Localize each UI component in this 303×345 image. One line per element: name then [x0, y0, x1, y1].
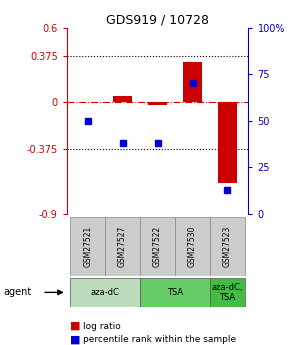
Bar: [113, 96, 132, 102]
Bar: [210, 217, 245, 276]
Bar: [210, 278, 245, 307]
Text: GSM27523: GSM27523: [223, 226, 232, 267]
Bar: [183, 62, 202, 102]
Text: percentile rank within the sample: percentile rank within the sample: [83, 335, 236, 344]
Bar: [70, 217, 105, 276]
Bar: [175, 217, 210, 276]
Text: GSM27521: GSM27521: [83, 226, 92, 267]
Bar: [148, 102, 167, 105]
Text: agent: agent: [3, 287, 31, 297]
Bar: [105, 217, 140, 276]
Text: log ratio: log ratio: [83, 322, 121, 331]
Bar: [70, 278, 140, 307]
Text: GSM27522: GSM27522: [153, 226, 162, 267]
Text: aza-dC: aza-dC: [91, 288, 120, 297]
Text: ■: ■: [70, 321, 80, 331]
Text: aza-dC,
TSA: aza-dC, TSA: [212, 283, 243, 302]
Title: GDS919 / 10728: GDS919 / 10728: [106, 13, 209, 27]
Bar: [218, 102, 237, 183]
Bar: [140, 217, 175, 276]
Text: TSA: TSA: [167, 288, 183, 297]
Text: GSM27530: GSM27530: [188, 226, 197, 267]
Bar: [140, 278, 210, 307]
Text: ■: ■: [70, 335, 80, 345]
Text: GSM27527: GSM27527: [118, 226, 127, 267]
